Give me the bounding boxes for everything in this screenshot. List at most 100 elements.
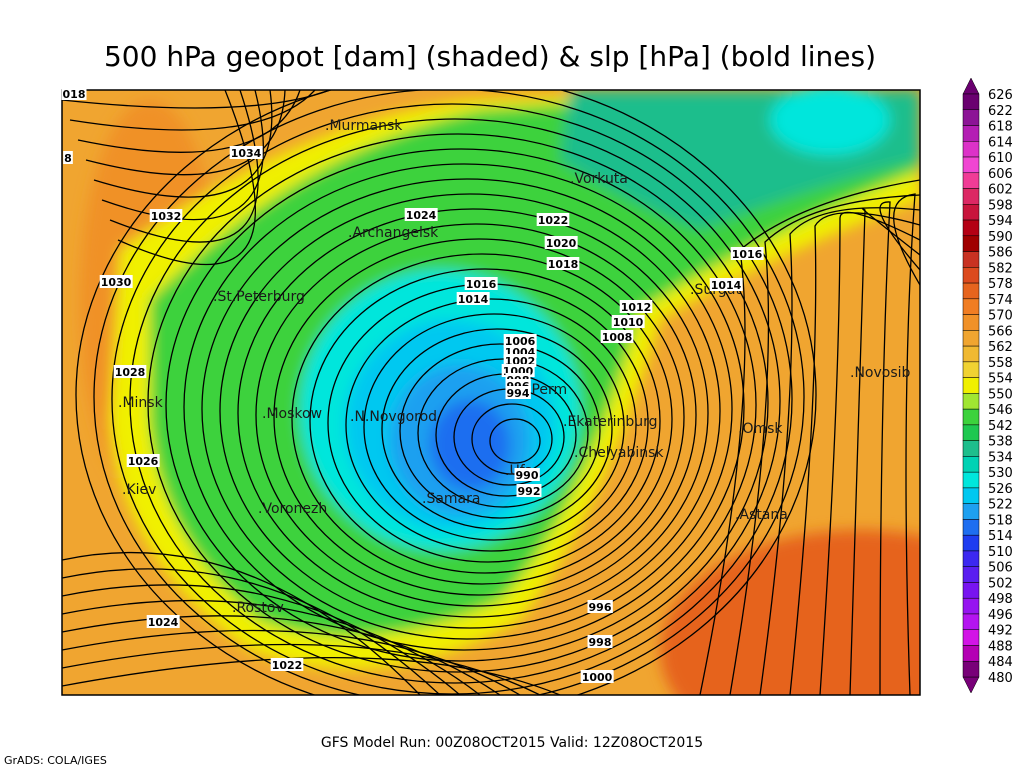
colorbar-label: 546 bbox=[988, 403, 1013, 418]
isobar-label-bg bbox=[464, 277, 498, 290]
colorbar-box bbox=[962, 156, 980, 174]
colorbar-label: 522 bbox=[988, 498, 1013, 513]
isobar-label: 018 bbox=[63, 88, 86, 101]
isobar bbox=[849, 207, 920, 695]
city-label: .Minsk bbox=[118, 395, 164, 411]
isobar-label: 1030 bbox=[101, 276, 132, 289]
colorbar-box bbox=[962, 582, 980, 599]
isobar-label-bg bbox=[503, 334, 537, 347]
city-label: .Perm bbox=[527, 382, 567, 398]
colorbar-box bbox=[962, 251, 980, 268]
city-label: .Rostov bbox=[232, 600, 284, 616]
colorbar-box bbox=[962, 188, 980, 205]
isobar-label-bg bbox=[63, 151, 73, 164]
colorbar-label: 496 bbox=[988, 608, 1013, 623]
isobar-label-bg bbox=[516, 484, 542, 497]
colorbar-box bbox=[962, 204, 980, 221]
city-label: .Samara bbox=[422, 491, 480, 507]
isobar bbox=[75, 90, 817, 695]
isobar-label: 994 bbox=[507, 387, 530, 400]
isobar bbox=[273, 238, 685, 596]
city-label: .Murmansk bbox=[325, 118, 403, 134]
isobar bbox=[201, 178, 733, 640]
isobar-label: 1016 bbox=[732, 248, 763, 261]
colorbar-box bbox=[962, 660, 980, 678]
colorbar-box bbox=[962, 471, 980, 489]
isobar bbox=[417, 358, 589, 508]
isobar-label-bg bbox=[505, 386, 531, 399]
isobar-label-bg bbox=[514, 468, 540, 481]
colorbar-box bbox=[962, 298, 980, 315]
colorbar-box bbox=[962, 456, 980, 473]
isobar-label-bg bbox=[536, 213, 570, 226]
isobar bbox=[399, 343, 601, 519]
colorbar-label: 502 bbox=[988, 576, 1013, 591]
colorbar-label: 626 bbox=[988, 88, 1013, 103]
isobar-label-bg bbox=[503, 354, 537, 367]
colorbar-box bbox=[962, 330, 980, 347]
isobar-label-bg bbox=[270, 658, 304, 671]
isobar-label-bg bbox=[587, 600, 613, 613]
isobar bbox=[759, 207, 920, 695]
isobar-label: 1010 bbox=[613, 316, 644, 329]
colorbar-box bbox=[962, 125, 980, 142]
isobar-label: 8 bbox=[64, 152, 72, 165]
isobar-label-bg bbox=[709, 278, 743, 291]
city-label: .Chelyabinsk bbox=[574, 445, 664, 461]
city-label: .Astana bbox=[735, 507, 788, 523]
isobar-label: 1024 bbox=[148, 616, 179, 629]
city-label: .N.Novgorod bbox=[350, 409, 437, 425]
city-label: .Omsk bbox=[738, 421, 783, 437]
colorbar-label: 550 bbox=[988, 387, 1013, 402]
isobar bbox=[381, 328, 613, 530]
isobar bbox=[147, 133, 769, 673]
colorbar-label: 566 bbox=[988, 324, 1013, 339]
isobar-label: 1026 bbox=[128, 455, 159, 468]
isobar-label-bg bbox=[149, 209, 183, 222]
colorbar-label: 506 bbox=[988, 561, 1013, 576]
colorbar-label: 514 bbox=[988, 529, 1013, 544]
isobar bbox=[237, 208, 709, 618]
isobar bbox=[363, 313, 625, 541]
isobar bbox=[62, 584, 461, 695]
colorbar-box bbox=[962, 361, 980, 378]
isobar-label: 1014 bbox=[711, 279, 742, 292]
isobar bbox=[77, 90, 301, 153]
isobar bbox=[345, 298, 637, 552]
isobar-label-bg bbox=[146, 615, 180, 628]
isobar-label: 1000 bbox=[582, 671, 613, 684]
isobar-label-bg bbox=[587, 635, 613, 648]
isobar-label-bg bbox=[456, 292, 490, 305]
isobar bbox=[309, 268, 661, 574]
colorbar-label: 488 bbox=[988, 639, 1013, 654]
isobar bbox=[471, 403, 553, 475]
isobar-label: 1020 bbox=[546, 237, 577, 250]
isobar bbox=[165, 148, 757, 662]
colorbar-box bbox=[962, 172, 980, 189]
isobar-label: 1012 bbox=[621, 301, 652, 314]
isobar bbox=[62, 656, 561, 695]
colorbar-label: 534 bbox=[988, 450, 1013, 465]
colorbar-label: 598 bbox=[988, 198, 1013, 213]
isobar-label-bg bbox=[611, 315, 645, 328]
isobar-label-bg bbox=[126, 454, 160, 467]
isobar-label: 1014 bbox=[458, 293, 489, 306]
city-label: .Voronezh bbox=[258, 501, 327, 517]
colorbar-box bbox=[962, 613, 980, 630]
isobar bbox=[489, 418, 541, 464]
colorbar-label: 510 bbox=[988, 545, 1013, 560]
isobar-label-bg bbox=[229, 146, 263, 159]
colorbar-box bbox=[962, 519, 980, 536]
colorbar-label: 554 bbox=[988, 372, 1013, 387]
isobar-label-bg bbox=[99, 275, 133, 288]
colorbar-label: 574 bbox=[988, 293, 1013, 308]
colorbar-bottom bbox=[962, 676, 980, 694]
colorbar-label: 586 bbox=[988, 246, 1013, 261]
colorbar-label: 498 bbox=[988, 592, 1013, 607]
isobar-label: 992 bbox=[518, 485, 541, 498]
colorbar-label: 618 bbox=[988, 120, 1013, 135]
colorbar-label: 542 bbox=[988, 419, 1013, 434]
city-label: .Kiev bbox=[122, 482, 156, 498]
